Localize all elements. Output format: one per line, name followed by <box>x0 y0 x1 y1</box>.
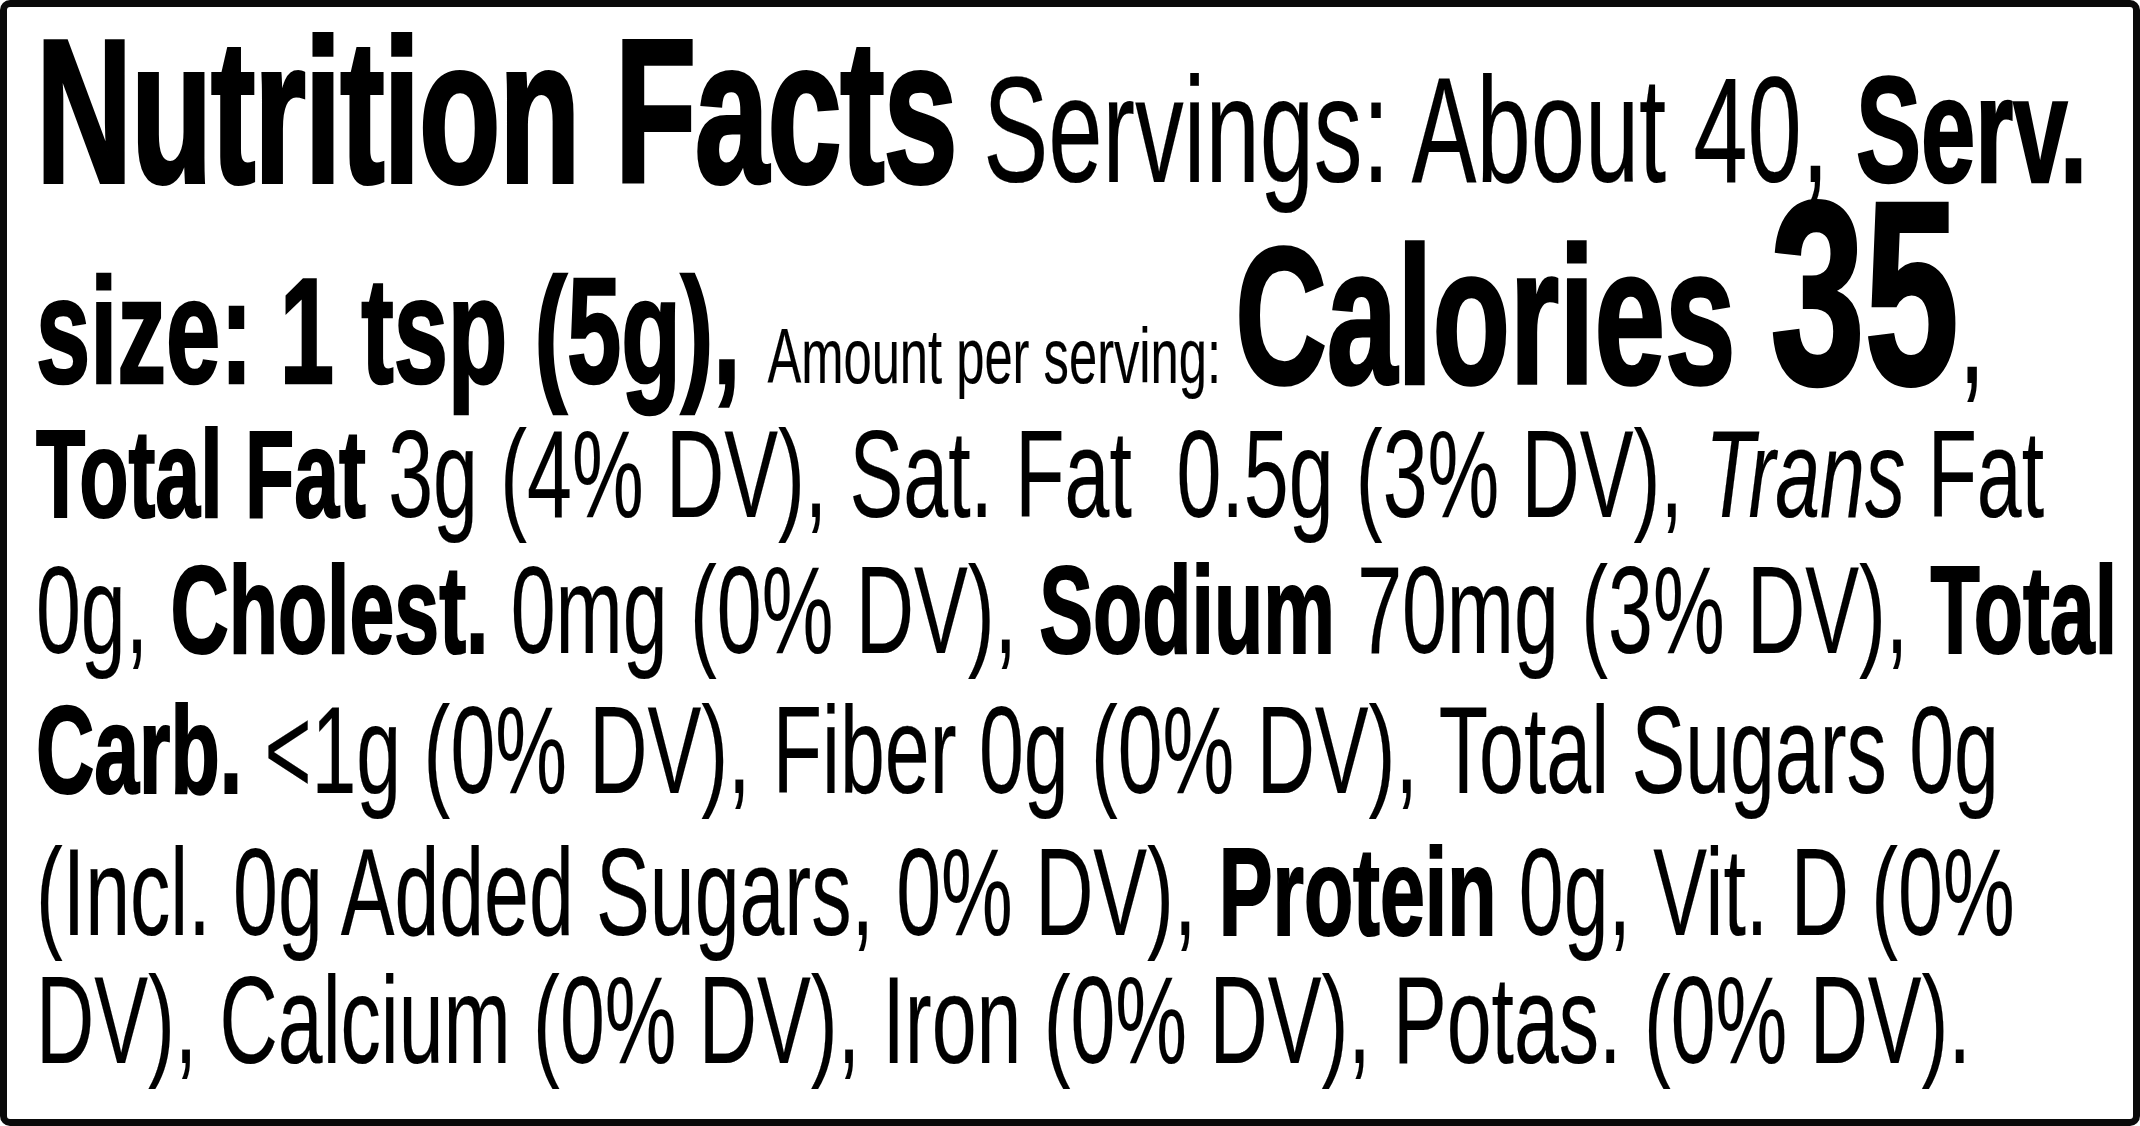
servings-count-text: Servings: About 40, <box>956 46 1856 214</box>
added-sugars-text: (Incl. 0g Added Sugars, 0% DV), <box>36 823 1219 961</box>
sodium-value: 70mg (3% DV), <box>1357 541 1930 679</box>
trans-fat-word: Fat <box>1905 405 2044 543</box>
minerals-text: DV), Calcium (0% DV), Iron (0% DV), Pota… <box>36 951 1971 1089</box>
line-cholesterol-sodium: 0g, Cholest. 0mg (0% DV), Sodium 70mg (3… <box>36 610 2117 653</box>
total-carb-label-start: Total <box>1931 541 2118 679</box>
line-serving-size-calories: size: 1 tsp (5g), Amount per serving: Ca… <box>36 293 1986 383</box>
nutrition-facts-label: Nutrition Facts Servings: About 40, Serv… <box>0 0 2140 1126</box>
total-carb-label-end: Carb. <box>36 681 264 819</box>
total-fat-label: Total Fat <box>36 405 388 543</box>
nutrition-facts-title: Nutrition Facts <box>36 0 956 225</box>
cholesterol-label: Cholest. <box>170 541 510 679</box>
protein-label: Protein <box>1219 823 1519 961</box>
cholesterol-value: 0mg (0% DV), <box>511 541 1040 679</box>
protein-value-vitamin-d: 0g, Vit. D (0% <box>1519 823 2015 961</box>
label-text-block: Nutrition Facts Servings: About 40, Serv… <box>36 7 2140 1119</box>
sodium-label: Sodium <box>1039 541 1357 679</box>
calories-value: 35 <box>1771 148 1959 438</box>
line-carbs-sugars: Carb. <1g (0% DV), Fiber 0g (0% DV), Tot… <box>36 750 1999 793</box>
calories-comma: , <box>1959 247 1986 415</box>
calories-label: Calories <box>1235 206 1770 424</box>
trans-fat-value: 0g, <box>36 541 170 679</box>
line-fats: Total Fat 3g (4% DV), Sat. Fat 0.5g (3% … <box>36 474 2044 517</box>
line-minerals: DV), Calcium (0% DV), Iron (0% DV), Pota… <box>36 1020 1971 1063</box>
trans-fat-italic-word: Trans <box>1705 405 1905 543</box>
line-added-sugars-protein: (Incl. 0g Added Sugars, 0% DV), Protein … <box>36 892 2015 935</box>
carb-values-text: <1g (0% DV), Fiber 0g (0% DV), Total Sug… <box>264 681 1998 819</box>
serving-size-value: size: 1 tsp (5g), <box>36 247 767 415</box>
fat-values-text: 3g (4% DV), Sat. Fat 0.5g (3% DV), <box>388 405 1705 543</box>
amount-per-serving-label: Amount per serving: <box>767 312 1235 400</box>
